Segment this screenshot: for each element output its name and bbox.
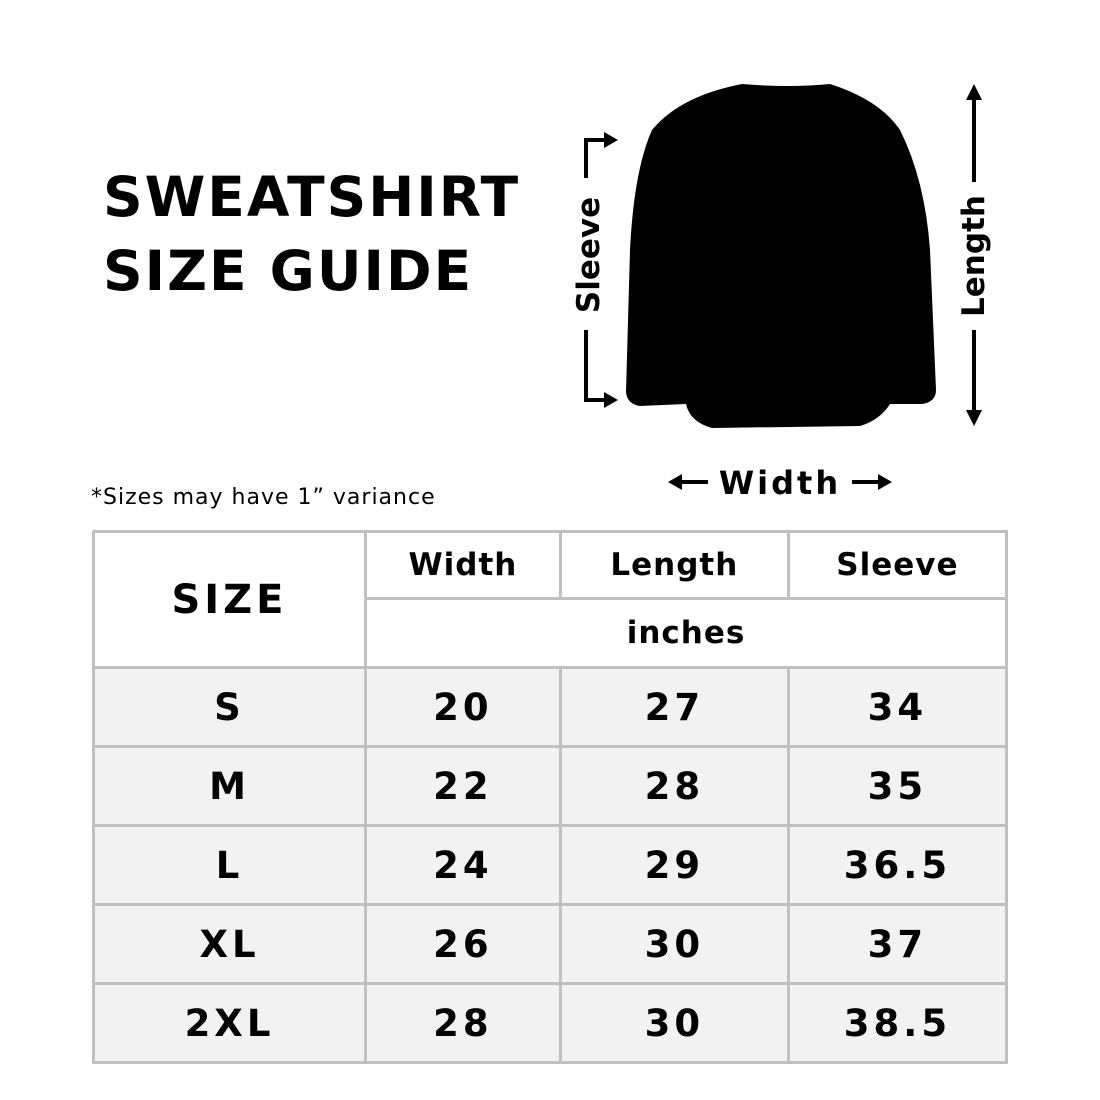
size-cell: XL <box>92 903 367 985</box>
table-row: S 20 27 34 <box>92 666 1009 748</box>
width-cell: 24 <box>364 824 562 906</box>
table-row: 2XL 28 30 38.5 <box>92 982 1009 1064</box>
table-row: L 24 29 36.5 <box>92 824 1009 906</box>
width-cell: 22 <box>364 745 562 827</box>
size-header: SIZE <box>92 530 367 669</box>
sleeve-cell: 38.5 <box>786 982 1009 1064</box>
length-cell: 28 <box>558 745 790 827</box>
length-cell: 27 <box>558 666 790 748</box>
width-label: Width <box>719 464 841 502</box>
width-cell: 28 <box>364 982 562 1064</box>
column-header-sleeve: Sleeve <box>786 530 1009 600</box>
column-header-width: Width <box>364 530 562 600</box>
sleeve-cell: 36.5 <box>786 824 1009 906</box>
sleeve-arrow-icon <box>584 138 606 402</box>
length-cell: 30 <box>558 903 790 985</box>
length-label: Length <box>956 195 992 317</box>
size-cell: L <box>92 824 367 906</box>
length-cell: 30 <box>558 982 790 1064</box>
size-cell: M <box>92 745 367 827</box>
sleeve-cell: 35 <box>786 745 1009 827</box>
sweatshirt-diagram: Sleeve Length Width <box>571 84 992 502</box>
unit-header: inches <box>364 597 1008 669</box>
title-line-1: SWEATSHIRT <box>103 165 521 229</box>
title-line-2: SIZE GUIDE <box>103 239 474 303</box>
sleeve-label: Sleeve <box>571 197 607 313</box>
page-title: SWEATSHIRT SIZE GUIDE <box>103 160 520 308</box>
sleeve-cell: 34 <box>786 666 1009 748</box>
column-header-length: Length <box>558 530 790 600</box>
table-row: XL 26 30 37 <box>92 903 1009 985</box>
table-row: M 22 28 35 <box>92 745 1009 827</box>
sleeve-cell: 37 <box>786 903 1009 985</box>
size-cell: 2XL <box>92 982 367 1064</box>
width-cell: 26 <box>364 903 562 985</box>
width-cell: 20 <box>364 666 562 748</box>
sweatshirt-image <box>626 84 936 428</box>
length-cell: 29 <box>558 824 790 906</box>
variance-note: *Sizes may have 1” variance <box>91 485 436 510</box>
size-cell: S <box>92 666 367 748</box>
size-table: SIZE Width Length Sleeve inches S 20 27 … <box>92 530 1009 1064</box>
